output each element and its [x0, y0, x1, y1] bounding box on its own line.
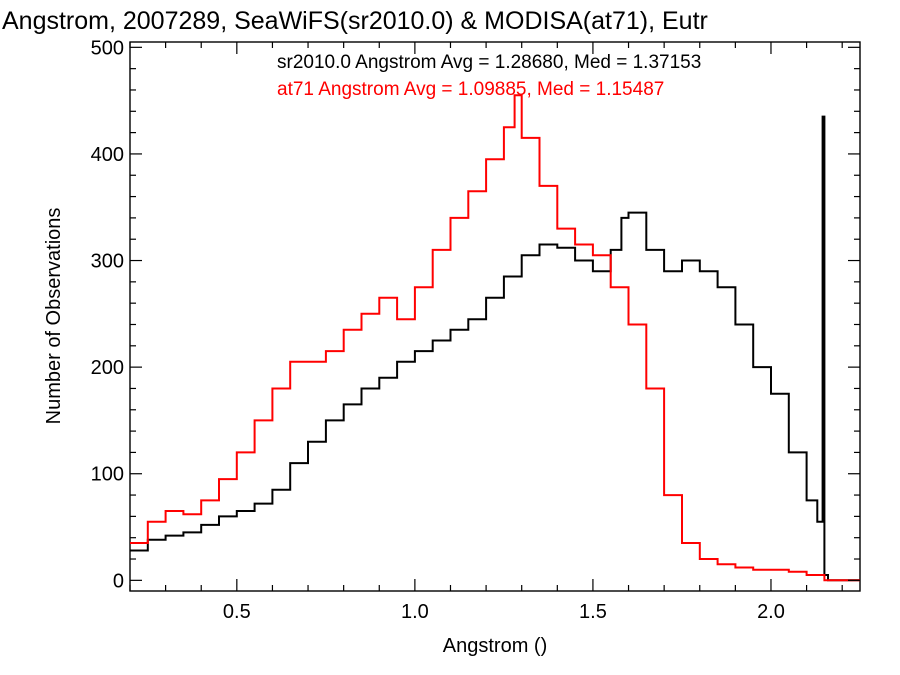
- y-axis-label: Number of Observations: [43, 208, 65, 425]
- legend-at71-stats: at71 Angstrom Avg = 1.09885, Med = 1.154…: [277, 79, 664, 100]
- x-axis-label: Angstrom (): [443, 635, 547, 657]
- series-line-at71: [130, 94, 860, 582]
- series-layer: [130, 94, 860, 582]
- x-tick-label: 0.5: [223, 601, 251, 623]
- x-tick-label: 2.0: [757, 601, 785, 623]
- y-tick-label: 200: [91, 357, 124, 379]
- chart-title: Angstrom, 2007289, SeaWiFS(sr2010.0) & M…: [2, 7, 708, 35]
- series-line-sr2010-0: [130, 115, 860, 582]
- y-tick-label: 0: [113, 570, 124, 592]
- y-tick-label: 400: [91, 144, 124, 166]
- y-tick-label: 500: [91, 37, 124, 59]
- axes-layer: 0.5 1.0 1.5 2.0 0 100 200 300 400 500: [91, 37, 860, 623]
- y-tick-label: 100: [91, 464, 124, 486]
- plot-frame: [129, 41, 861, 592]
- x-tick-label: 1.5: [579, 601, 607, 623]
- x-tick-label: 1.0: [401, 601, 429, 623]
- y-tick-label: 300: [91, 251, 124, 273]
- legend-sr2010-stats: sr2010.0 Angstrom Avg = 1.28680, Med = 1…: [277, 52, 701, 73]
